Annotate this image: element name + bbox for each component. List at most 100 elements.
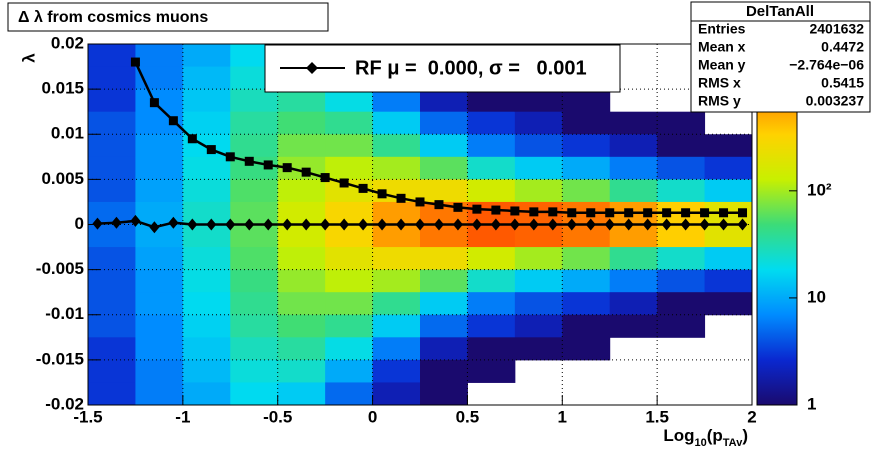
heat-cell — [514, 292, 563, 316]
heat-cell — [420, 224, 468, 248]
heat-cell — [135, 359, 184, 383]
z-tick-label: 10 — [807, 287, 826, 306]
heat-cell — [514, 111, 563, 135]
heat-cell — [277, 201, 326, 225]
x-tick-label: 0 — [368, 407, 377, 426]
stats-value: 2401632 — [809, 21, 864, 37]
diamond-marker — [187, 218, 198, 231]
heat-cell — [467, 382, 515, 405]
heat-cell — [182, 156, 231, 180]
heat-cell — [372, 314, 421, 338]
heat-cell — [467, 337, 516, 361]
heat-cell — [325, 224, 374, 248]
heat-cell — [230, 314, 279, 338]
heat-cell — [609, 292, 658, 316]
heat-cell — [372, 359, 421, 383]
heat-cell — [372, 156, 421, 180]
heat-cell — [135, 292, 184, 316]
square-marker — [434, 200, 444, 210]
heat-cell — [230, 337, 279, 361]
heat-cell — [277, 382, 326, 406]
heat-cell — [562, 89, 611, 113]
diamond-marker — [604, 218, 615, 231]
heat-cell — [467, 111, 516, 135]
x-tick-label: -1 — [175, 407, 190, 426]
heat-cell — [325, 269, 374, 293]
heat-cell — [230, 247, 279, 271]
stats-title: DelTanAll — [746, 3, 814, 20]
heat-cell — [182, 179, 231, 203]
heat-cell — [277, 89, 326, 113]
heat-cell — [325, 111, 374, 135]
heat-cell — [230, 292, 279, 316]
diamond-marker — [244, 218, 255, 231]
diamond-marker — [623, 218, 634, 231]
z-tick-label: 10² — [807, 180, 832, 199]
heat-cell — [325, 314, 374, 338]
legend-label: RF μ = 0.000, σ = 0.001 — [355, 57, 587, 79]
heat-cell — [467, 292, 516, 316]
square-marker — [225, 152, 235, 162]
heat-cell — [610, 89, 658, 112]
diamond-marker — [130, 214, 141, 227]
heat-cell — [372, 382, 421, 406]
x-tick-label: 1 — [558, 407, 567, 426]
x-tick-label: -1.5 — [73, 407, 102, 426]
square-marker — [605, 208, 615, 218]
heat-cell — [182, 247, 231, 271]
heat-cell — [420, 292, 468, 316]
diamond-marker — [206, 218, 217, 231]
diamond-marker — [396, 218, 407, 231]
heat-cell — [372, 134, 421, 158]
y-tick-label: -0.01 — [45, 304, 84, 323]
diamond-marker — [433, 218, 444, 231]
square-marker — [643, 208, 653, 218]
heat-cell — [514, 89, 563, 113]
stats-value: 0.4472 — [821, 39, 864, 55]
heat-cell — [562, 382, 610, 405]
heat-cell — [182, 314, 231, 338]
heat-cell — [514, 337, 563, 361]
heat-cell — [705, 112, 753, 135]
heat-cell — [420, 111, 468, 135]
heat-cell — [277, 111, 326, 135]
square-marker — [187, 134, 197, 144]
diamond-marker — [528, 218, 539, 231]
y-tick-label: -0.02 — [45, 394, 84, 413]
diamond-marker — [737, 218, 748, 231]
heat-cell — [135, 269, 184, 293]
diamond-marker — [471, 218, 482, 231]
square-marker — [130, 57, 140, 67]
heat-cell — [467, 134, 516, 158]
heat-cell — [704, 134, 753, 158]
heat-cell — [372, 269, 421, 293]
square-marker — [624, 208, 634, 218]
heat-cell — [277, 247, 326, 271]
y-tick-label: 0.015 — [41, 79, 84, 98]
heat-cell — [467, 359, 516, 383]
y-tick-label: -0.005 — [36, 259, 84, 278]
heat-cell — [657, 269, 706, 293]
heat-cell — [88, 314, 136, 338]
heat-cell — [277, 179, 326, 203]
heat-cell — [705, 360, 753, 383]
heat-cell — [562, 156, 611, 180]
square-marker — [282, 163, 292, 173]
heat-cell — [135, 224, 184, 248]
y-tick-label: 0.005 — [41, 169, 84, 188]
heat-cell — [562, 360, 610, 383]
diamond-marker — [282, 218, 293, 231]
diamond-marker — [452, 218, 463, 231]
x-tick-label: 1.5 — [645, 407, 669, 426]
square-marker — [453, 202, 463, 212]
stats-label: Mean x — [698, 39, 746, 55]
x-label-sub: 10 — [694, 437, 706, 449]
square-marker — [586, 208, 596, 218]
heat-cell — [277, 224, 326, 248]
square-marker — [244, 156, 254, 166]
square-marker — [168, 116, 178, 126]
heat-cell — [609, 314, 658, 338]
stats-value: 0.5415 — [821, 75, 864, 91]
chart-title: Δ λ from cosmics muons — [18, 9, 208, 26]
x-axis-label: Log10(pTAv) — [663, 426, 748, 448]
